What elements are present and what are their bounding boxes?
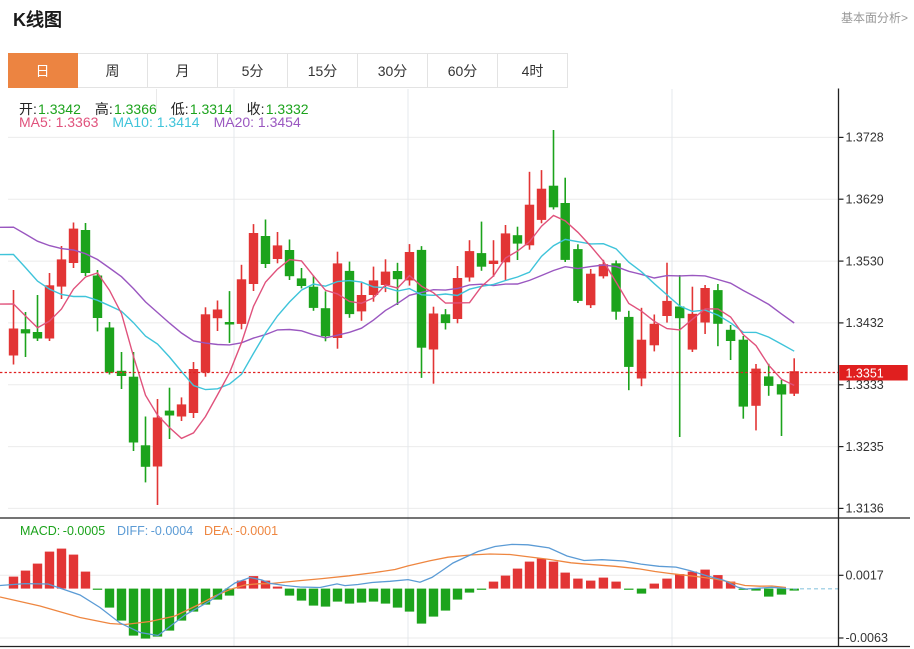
svg-text:0.0017: 0.0017 [846, 569, 884, 583]
svg-text:1.3351: 1.3351 [846, 366, 884, 380]
svg-text:1.3235: 1.3235 [846, 440, 884, 454]
svg-text:1.3728: 1.3728 [846, 131, 884, 145]
svg-text:DEA: -0.0001: DEA: -0.0001 [204, 524, 278, 538]
svg-text:1.3432: 1.3432 [846, 316, 884, 330]
svg-text:MACD: -0.0005: MACD: -0.0005 [20, 524, 105, 538]
svg-text:DIFF: -0.0004: DIFF: -0.0004 [117, 524, 193, 538]
svg-text:1.3333: 1.3333 [846, 378, 884, 392]
svg-text:1.3530: 1.3530 [846, 254, 884, 268]
svg-text:1.3136: 1.3136 [846, 502, 884, 516]
svg-text:1.3629: 1.3629 [846, 192, 884, 206]
svg-text:-0.0063: -0.0063 [846, 631, 888, 645]
